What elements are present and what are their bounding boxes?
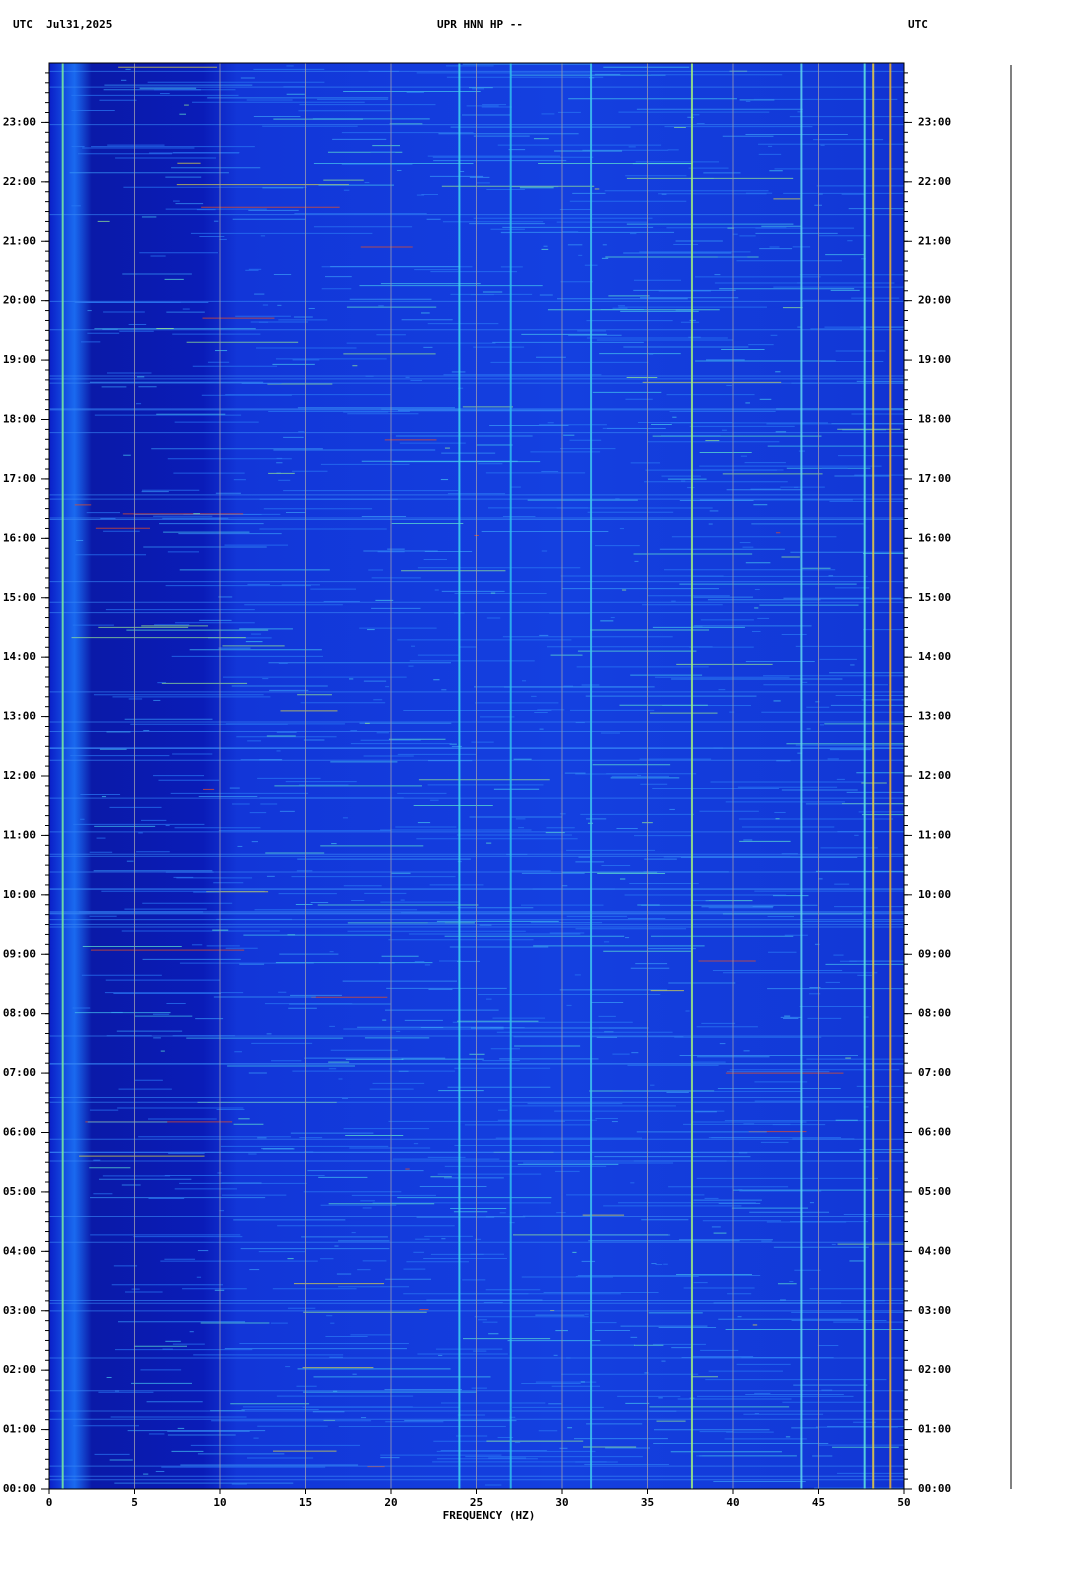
y-tick-label: 11:00	[918, 828, 951, 841]
y-tick-label: 12:00	[918, 769, 951, 782]
y-tick-label: 13:00	[918, 710, 951, 723]
y-tick-label: 15:00	[3, 591, 36, 604]
y-tick-label: 22:00	[3, 175, 36, 188]
y-tick-label: 21:00	[918, 234, 951, 247]
y-tick-label: 10:00	[918, 888, 951, 901]
y-tick-label: 18:00	[918, 413, 951, 426]
x-tick-label: 15	[299, 1496, 312, 1509]
y-tick-label: 02:00	[918, 1363, 951, 1376]
y-tick-label: 09:00	[918, 947, 951, 960]
y-tick-label: 23:00	[918, 115, 951, 128]
y-tick-label: 18:00	[3, 413, 36, 426]
y-tick-label: 05:00	[3, 1185, 36, 1198]
y-tick-label: 14:00	[3, 650, 36, 663]
x-axis-label: FREQUENCY (HZ)	[443, 1509, 536, 1522]
y-tick-label: 10:00	[3, 888, 36, 901]
y-tick-label: 12:00	[3, 769, 36, 782]
y-tick-label: 02:00	[3, 1363, 36, 1376]
y-tick-label: 09:00	[3, 947, 36, 960]
y-tick-label: 22:00	[918, 175, 951, 188]
y-tick-label: 17:00	[3, 472, 36, 485]
y-tick-label: 05:00	[918, 1185, 951, 1198]
y-tick-label: 19:00	[918, 353, 951, 366]
left-header: UTC Jul31,2025	[13, 18, 112, 31]
y-tick-label: 16:00	[3, 531, 36, 544]
x-tick-label: 50	[897, 1496, 910, 1509]
y-tick-label: 00:00	[3, 1482, 36, 1495]
x-tick-label: 0	[46, 1496, 53, 1509]
y-tick-label: 07:00	[3, 1066, 36, 1079]
y-tick-label: 06:00	[3, 1126, 36, 1139]
y-tick-label: 21:00	[3, 234, 36, 247]
y-tick-label: 03:00	[918, 1304, 951, 1317]
x-tick-label: 25	[470, 1496, 483, 1509]
x-tick-label: 10	[213, 1496, 226, 1509]
y-tick-label: 04:00	[3, 1244, 36, 1257]
y-tick-label: 08:00	[3, 1007, 36, 1020]
chart-title: UPR HNN HP --	[437, 18, 523, 31]
y-tick-label: 03:00	[3, 1304, 36, 1317]
y-tick-label: 23:00	[3, 115, 36, 128]
x-tick-label: 40	[726, 1496, 739, 1509]
right-header: UTC	[908, 18, 928, 31]
y-tick-label: 01:00	[3, 1423, 36, 1436]
x-tick-label: 5	[131, 1496, 138, 1509]
y-tick-label: 20:00	[918, 294, 951, 307]
x-tick-label: 20	[384, 1496, 397, 1509]
y-tick-label: 06:00	[918, 1126, 951, 1139]
y-tick-label: 20:00	[3, 294, 36, 307]
y-tick-label: 17:00	[918, 472, 951, 485]
x-tick-label: 35	[641, 1496, 654, 1509]
x-tick-label: 45	[812, 1496, 825, 1509]
y-tick-label: 15:00	[918, 591, 951, 604]
y-tick-label: 19:00	[3, 353, 36, 366]
y-tick-label: 00:00	[918, 1482, 951, 1495]
y-tick-label: 13:00	[3, 710, 36, 723]
y-tick-label: 16:00	[918, 531, 951, 544]
marks-layer	[48, 63, 905, 1489]
x-tick-label: 30	[555, 1496, 568, 1509]
y-tick-label: 01:00	[918, 1423, 951, 1436]
y-tick-label: 04:00	[918, 1244, 951, 1257]
y-tick-label: 14:00	[918, 650, 951, 663]
plot-frame	[48, 62, 905, 1490]
y-tick-label: 08:00	[918, 1007, 951, 1020]
y-tick-label: 11:00	[3, 828, 36, 841]
y-tick-label: 07:00	[918, 1066, 951, 1079]
